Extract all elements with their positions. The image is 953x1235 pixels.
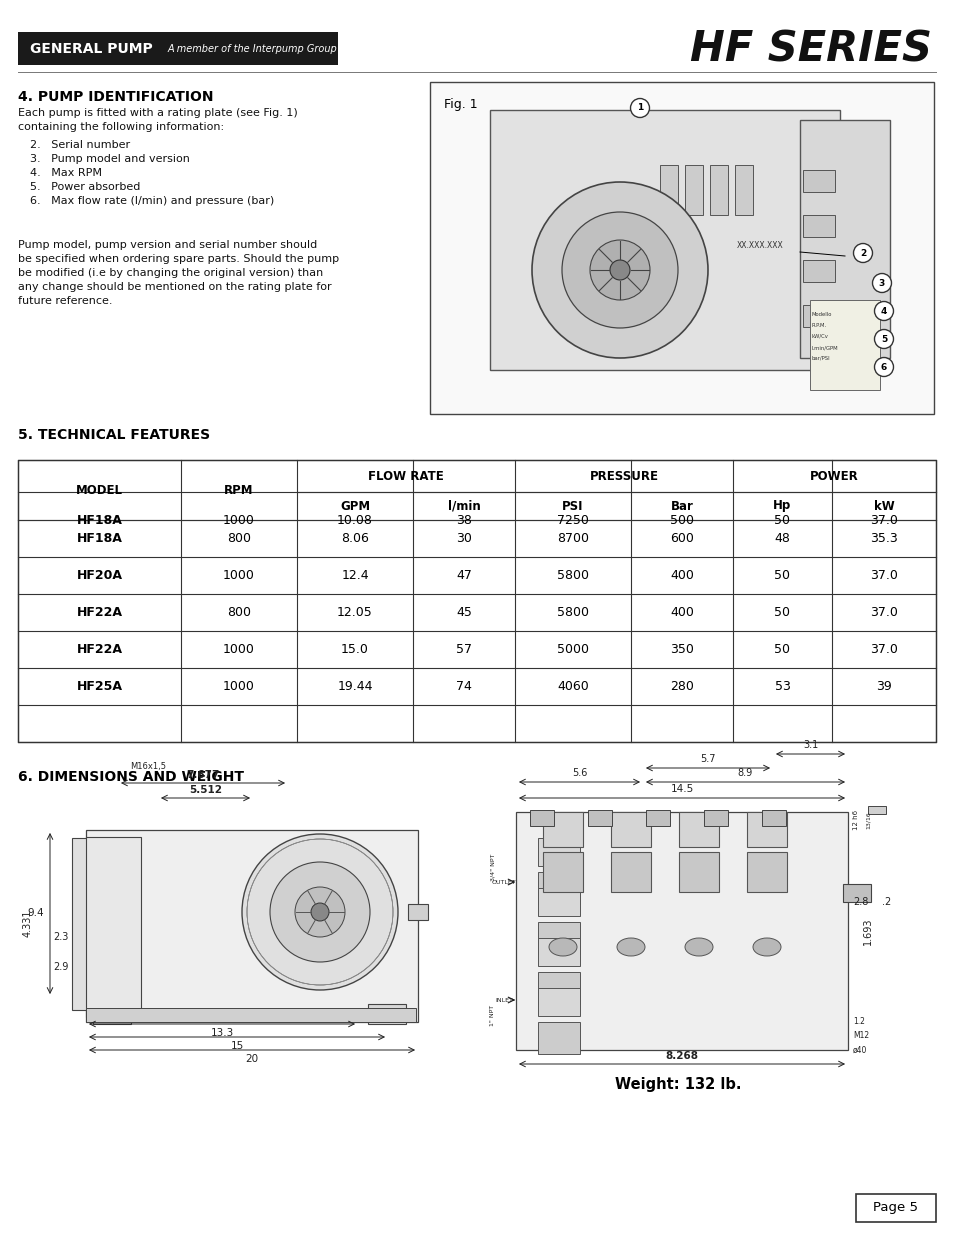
Text: PRESSURE: PRESSURE bbox=[589, 469, 658, 483]
Bar bbox=[530, 810, 554, 826]
Text: ø40: ø40 bbox=[852, 1046, 866, 1055]
Text: 1: 1 bbox=[637, 104, 642, 112]
Bar bbox=[867, 806, 885, 814]
Bar bbox=[587, 810, 612, 826]
Text: RPM: RPM bbox=[224, 483, 253, 496]
Bar bbox=[659, 165, 678, 215]
Text: 7250: 7250 bbox=[557, 514, 588, 526]
Circle shape bbox=[853, 243, 872, 263]
Bar bbox=[537, 923, 579, 953]
Bar bbox=[537, 988, 579, 1016]
Text: 8700: 8700 bbox=[557, 532, 588, 545]
Bar bbox=[809, 300, 879, 390]
Bar bbox=[542, 852, 582, 892]
Text: 5.6: 5.6 bbox=[571, 768, 587, 778]
Bar bbox=[703, 810, 727, 826]
Text: 30: 30 bbox=[456, 532, 472, 545]
Text: 1000: 1000 bbox=[223, 643, 254, 656]
Text: kW: kW bbox=[873, 499, 893, 513]
Text: 19.44: 19.44 bbox=[337, 680, 373, 693]
Bar bbox=[408, 904, 428, 920]
Bar bbox=[679, 852, 719, 892]
Text: 2.   Serial number: 2. Serial number bbox=[30, 140, 130, 149]
Bar bbox=[430, 82, 933, 414]
Text: 50: 50 bbox=[774, 643, 790, 656]
Circle shape bbox=[311, 903, 329, 921]
Text: 37.0: 37.0 bbox=[869, 606, 897, 619]
Text: MODEL: MODEL bbox=[76, 483, 123, 496]
Text: 53: 53 bbox=[774, 680, 790, 693]
Circle shape bbox=[874, 301, 893, 321]
Text: l/min: l/min bbox=[447, 499, 480, 513]
Text: 600: 600 bbox=[669, 532, 693, 545]
Ellipse shape bbox=[752, 939, 781, 956]
Circle shape bbox=[561, 212, 678, 329]
Text: 39: 39 bbox=[875, 680, 891, 693]
Bar bbox=[537, 1023, 579, 1053]
Text: 4: 4 bbox=[880, 306, 886, 315]
Bar bbox=[537, 888, 579, 916]
Text: 38: 38 bbox=[456, 514, 472, 526]
Bar bbox=[92, 1004, 131, 1024]
Text: Page 5: Page 5 bbox=[873, 1202, 918, 1214]
Text: 50: 50 bbox=[774, 569, 790, 582]
Text: 5.7: 5.7 bbox=[700, 755, 715, 764]
Text: 15: 15 bbox=[230, 1041, 243, 1051]
Text: HF20A: HF20A bbox=[76, 569, 122, 582]
Bar bbox=[684, 165, 702, 215]
Text: 5.   Power absorbed: 5. Power absorbed bbox=[30, 182, 140, 191]
Text: .2: .2 bbox=[882, 897, 890, 906]
Bar bbox=[537, 872, 579, 904]
Text: M12: M12 bbox=[852, 1031, 868, 1041]
Text: 37.0: 37.0 bbox=[869, 514, 897, 526]
Bar bbox=[516, 811, 847, 1050]
Bar bbox=[842, 884, 870, 902]
Bar bbox=[802, 261, 834, 282]
Text: 3.1: 3.1 bbox=[802, 740, 818, 750]
Text: bar/PSI: bar/PSI bbox=[811, 356, 830, 361]
Text: 47: 47 bbox=[456, 569, 472, 582]
Bar bbox=[71, 839, 90, 1010]
Text: HF22A: HF22A bbox=[76, 643, 122, 656]
Ellipse shape bbox=[617, 939, 644, 956]
Text: 14.5: 14.5 bbox=[670, 784, 693, 794]
Text: 350: 350 bbox=[669, 643, 693, 656]
Circle shape bbox=[630, 99, 649, 117]
Bar bbox=[537, 839, 579, 866]
Text: GPM: GPM bbox=[339, 499, 370, 513]
Circle shape bbox=[270, 862, 370, 962]
Circle shape bbox=[532, 182, 707, 358]
Text: Modello: Modello bbox=[811, 312, 832, 317]
Circle shape bbox=[874, 330, 893, 348]
Bar bbox=[802, 170, 834, 191]
Text: 12.4: 12.4 bbox=[341, 569, 369, 582]
Text: Each pump is fitted with a rating plate (see Fig. 1)
containing the following in: Each pump is fitted with a rating plate … bbox=[18, 107, 297, 132]
Text: 1000: 1000 bbox=[223, 680, 254, 693]
Text: 50: 50 bbox=[774, 606, 790, 619]
Text: 2.3: 2.3 bbox=[53, 932, 69, 942]
Bar bbox=[537, 939, 579, 966]
Text: 12 h6: 12 h6 bbox=[852, 810, 858, 830]
Text: 5: 5 bbox=[880, 335, 886, 343]
Bar bbox=[679, 811, 719, 847]
Text: 4060: 4060 bbox=[557, 680, 588, 693]
Text: 50: 50 bbox=[774, 514, 790, 526]
Text: 12.05: 12.05 bbox=[336, 606, 373, 619]
Ellipse shape bbox=[684, 939, 712, 956]
Text: 6. DIMENSIONS AND WEIGHT: 6. DIMENSIONS AND WEIGHT bbox=[18, 769, 244, 784]
Bar bbox=[86, 837, 141, 1016]
Text: 280: 280 bbox=[669, 680, 693, 693]
Bar bbox=[761, 810, 785, 826]
Bar bbox=[610, 852, 650, 892]
Text: 6.   Max flow rate (l/min) and pressure (bar): 6. Max flow rate (l/min) and pressure (b… bbox=[30, 196, 274, 206]
Text: 5800: 5800 bbox=[557, 569, 588, 582]
Circle shape bbox=[874, 357, 893, 377]
Text: OUTLET: OUTLET bbox=[491, 879, 516, 884]
Circle shape bbox=[589, 240, 649, 300]
Text: 3/4" NPT: 3/4" NPT bbox=[490, 853, 495, 881]
Circle shape bbox=[242, 834, 397, 990]
Circle shape bbox=[872, 273, 890, 293]
Text: 13.3: 13.3 bbox=[211, 1028, 233, 1037]
Text: HF18A: HF18A bbox=[76, 514, 122, 526]
Text: 2.9: 2.9 bbox=[53, 962, 69, 972]
